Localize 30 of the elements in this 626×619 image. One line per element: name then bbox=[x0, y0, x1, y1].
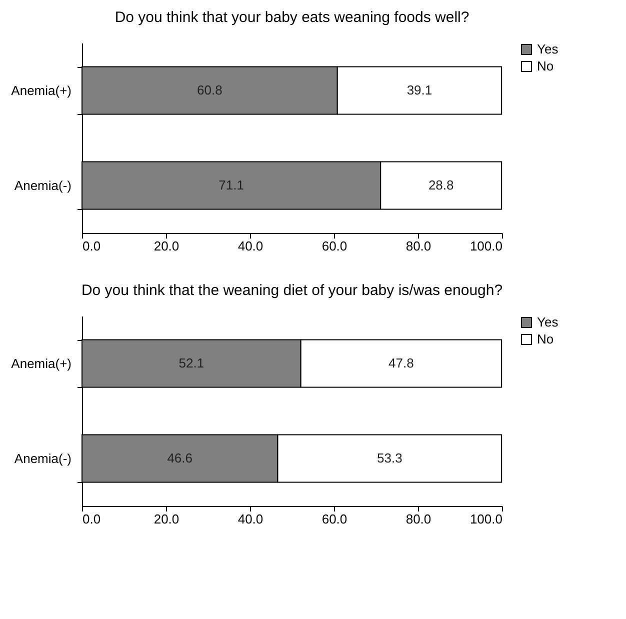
x-tick-label: 80.0 bbox=[406, 238, 432, 254]
x-tick-label: 20.0 bbox=[154, 512, 180, 526]
legend-label: No bbox=[537, 332, 554, 346]
data-label: 60.8 bbox=[197, 82, 222, 98]
x-tick-label: 20.0 bbox=[154, 238, 180, 254]
x-tick-label: 40.0 bbox=[238, 238, 264, 254]
legend-label: Yes bbox=[537, 314, 559, 330]
x-tick-label: 0.0 bbox=[82, 512, 101, 526]
x-tick-label: 100.0 bbox=[470, 512, 502, 526]
y-tick-label: Anemia(-) bbox=[14, 178, 72, 193]
legend-label: No bbox=[537, 58, 554, 74]
data-label: 52.1 bbox=[178, 356, 204, 370]
data-label: 39.1 bbox=[406, 82, 432, 98]
data-label: 47.8 bbox=[388, 356, 414, 370]
y-tick-label: Anemia(-) bbox=[14, 451, 72, 466]
x-tick-label: 0.0 bbox=[82, 238, 101, 254]
data-label: 46.6 bbox=[167, 450, 193, 466]
y-tick-label: Anemia(+) bbox=[11, 356, 72, 371]
x-tick-label: 60.0 bbox=[322, 512, 348, 526]
chart-title: Do you think that your baby eats weaning foods well? bbox=[114, 9, 470, 26]
x-tick-label: 100.0 bbox=[470, 238, 502, 254]
data-label: 71.1 bbox=[218, 178, 244, 192]
chart-title: Do you think that the weaning diet of your baby is/was enough? bbox=[81, 282, 503, 299]
x-tick-label: 40.0 bbox=[238, 512, 264, 526]
x-tick-label: 80.0 bbox=[406, 512, 432, 526]
data-label: 53.3 bbox=[376, 450, 402, 466]
y-tick-label: Anemia(+) bbox=[11, 83, 72, 98]
data-label: 28.8 bbox=[428, 178, 454, 192]
x-tick-label: 60.0 bbox=[322, 238, 348, 254]
legend-label: Yes bbox=[537, 42, 559, 56]
